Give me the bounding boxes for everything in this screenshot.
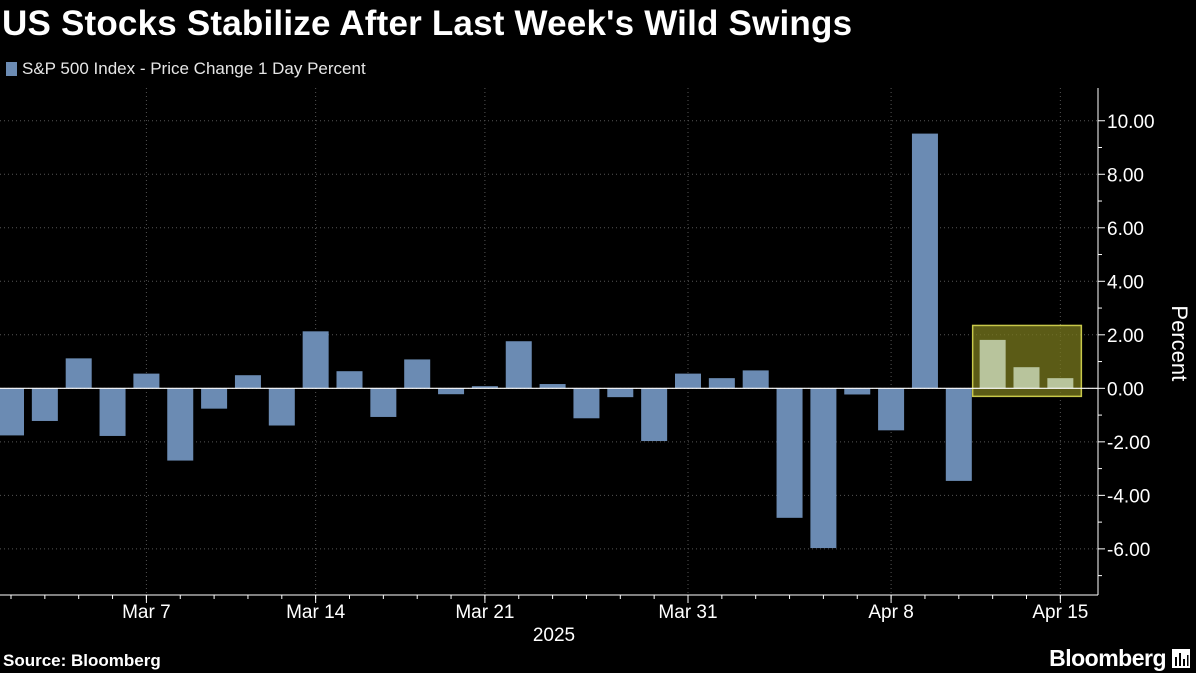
bar-2025-04-15 bbox=[1047, 378, 1074, 389]
bar-2025-03-26 bbox=[573, 388, 600, 419]
y-tick-label: 6.00 bbox=[1107, 219, 1144, 240]
bar-2025-03-13 bbox=[268, 388, 295, 426]
bar-2025-03-10 bbox=[167, 388, 194, 461]
y-tick-label: 4.00 bbox=[1107, 272, 1144, 293]
bar-2025-03-11 bbox=[201, 388, 228, 409]
bar-2025-04-08 bbox=[878, 388, 905, 431]
bar-2025-04-14 bbox=[1013, 367, 1040, 389]
y-tick-label: 2.00 bbox=[1107, 326, 1144, 347]
bars bbox=[0, 133, 1074, 549]
bar-2025-03-18 bbox=[370, 388, 397, 417]
y-tick-label: 8.00 bbox=[1107, 165, 1144, 186]
legend-label: S&P 500 Index - Price Change 1 Day Perce… bbox=[22, 59, 366, 78]
bloomberg-logo: Bloomberg bbox=[1049, 645, 1166, 671]
bar-2025-03-03 bbox=[0, 388, 24, 436]
y-tick-label: 10.00 bbox=[1107, 112, 1155, 133]
x-tick-label: Apr 8 bbox=[868, 602, 913, 623]
legend: S&P 500 Index - Price Change 1 Day Perce… bbox=[6, 59, 366, 79]
chart-title: US Stocks Stabilize After Last Week's Wi… bbox=[2, 4, 853, 43]
bar-2025-03-12 bbox=[234, 375, 261, 389]
bar-2025-03-25 bbox=[539, 384, 566, 389]
bloomberg-bars-icon bbox=[1172, 649, 1190, 668]
bar-2025-03-20 bbox=[438, 388, 465, 395]
bar-2025-03-27 bbox=[607, 388, 634, 398]
grid-lines bbox=[0, 88, 1098, 595]
bar-2025-03-21 bbox=[471, 386, 498, 389]
bar-2025-03-07 bbox=[133, 373, 160, 389]
x-tick-label: Apr 15 bbox=[1032, 602, 1088, 623]
y-tick-label: -4.00 bbox=[1107, 486, 1150, 507]
bar-2025-03-31 bbox=[675, 373, 701, 389]
bar-2025-03-14 bbox=[302, 331, 329, 389]
bar-2025-04-01 bbox=[708, 378, 735, 389]
x-tick-label: Mar 14 bbox=[286, 602, 346, 623]
y-axis-title: Percent bbox=[1167, 305, 1192, 381]
x-tick-label: Mar 31 bbox=[658, 602, 717, 623]
bar-2025-03-05 bbox=[65, 358, 92, 389]
bar-2025-04-02 bbox=[742, 370, 769, 389]
x-tick-label: Mar 21 bbox=[455, 602, 514, 623]
bar-2025-04-04 bbox=[810, 388, 837, 549]
bar-2025-03-04 bbox=[31, 388, 58, 421]
y-tick-label: -6.00 bbox=[1107, 540, 1150, 561]
y-tick-label: 0.00 bbox=[1107, 379, 1144, 400]
bar-2025-03-17 bbox=[336, 371, 363, 389]
source-note: Source: Bloomberg bbox=[3, 651, 161, 670]
x-tick-label: Mar 7 bbox=[122, 602, 171, 623]
bar-2025-04-03 bbox=[776, 388, 803, 518]
legend-swatch bbox=[6, 62, 17, 76]
y-tick-label: -2.00 bbox=[1107, 433, 1150, 454]
bar-2025-04-07 bbox=[844, 388, 871, 395]
bar-2025-04-10 bbox=[945, 388, 972, 481]
bar-2025-03-19 bbox=[404, 359, 431, 389]
bar-2025-03-28 bbox=[641, 388, 668, 442]
bar-2025-04-11 bbox=[979, 339, 1006, 389]
bar-2025-03-24 bbox=[505, 341, 532, 389]
bar-2025-03-06 bbox=[99, 388, 126, 436]
axes: 10.00 8.00 6.00 4.00 2.00 0.00 -2.00 -4.00 -6.00… bbox=[0, 88, 1192, 646]
x-axis-year-label: 2025 bbox=[533, 625, 575, 646]
bar-2025-04-09 bbox=[911, 133, 938, 389]
